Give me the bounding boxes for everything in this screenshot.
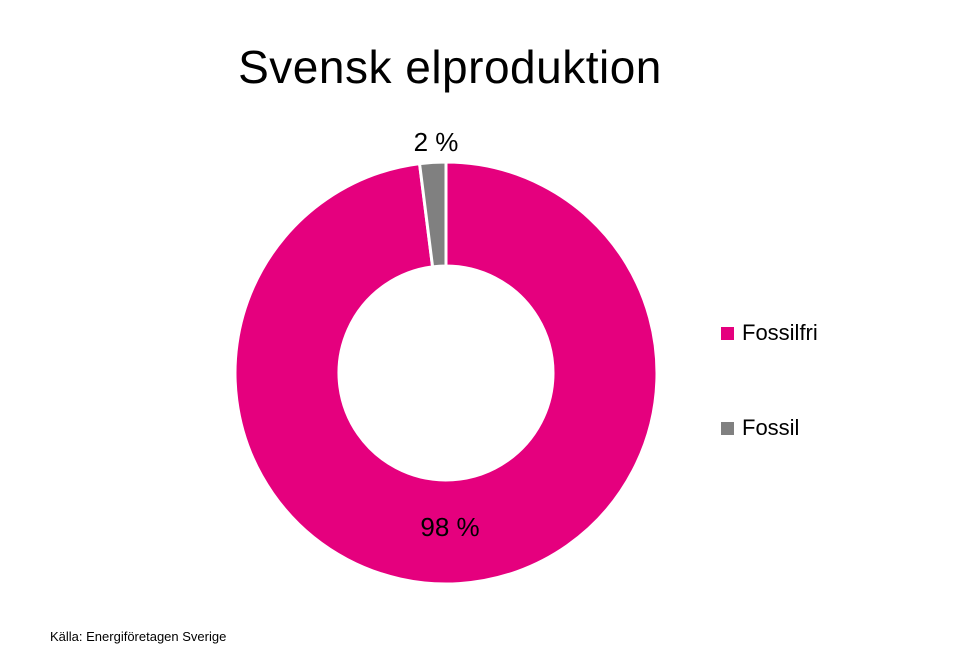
donut-slices	[233, 160, 659, 586]
legend-item-fossil[interactable]: Fossil	[721, 413, 818, 443]
data-label-fossilfri: 98 %	[420, 512, 479, 542]
legend-label-fossilfri: Fossilfri	[742, 320, 818, 345]
data-labels: 98 % 2 %	[414, 127, 480, 542]
source-note: Källa: Energiföretagen Sverige	[50, 629, 227, 644]
legend-item-fossilfri[interactable]: Fossilfri	[721, 318, 818, 348]
donut-slice-fossil[interactable]	[417, 160, 448, 269]
legend-swatch-fossilfri	[721, 326, 734, 340]
legend: Fossilfri Fossil	[721, 318, 818, 443]
data-label-fossil: 2 %	[414, 127, 459, 157]
donut-slice-fossilfri[interactable]	[233, 160, 659, 586]
legend-swatch-fossil	[721, 421, 734, 435]
legend-label-fossil: Fossil	[742, 415, 800, 440]
chart-title: Svensk elproduktion	[238, 41, 662, 93]
